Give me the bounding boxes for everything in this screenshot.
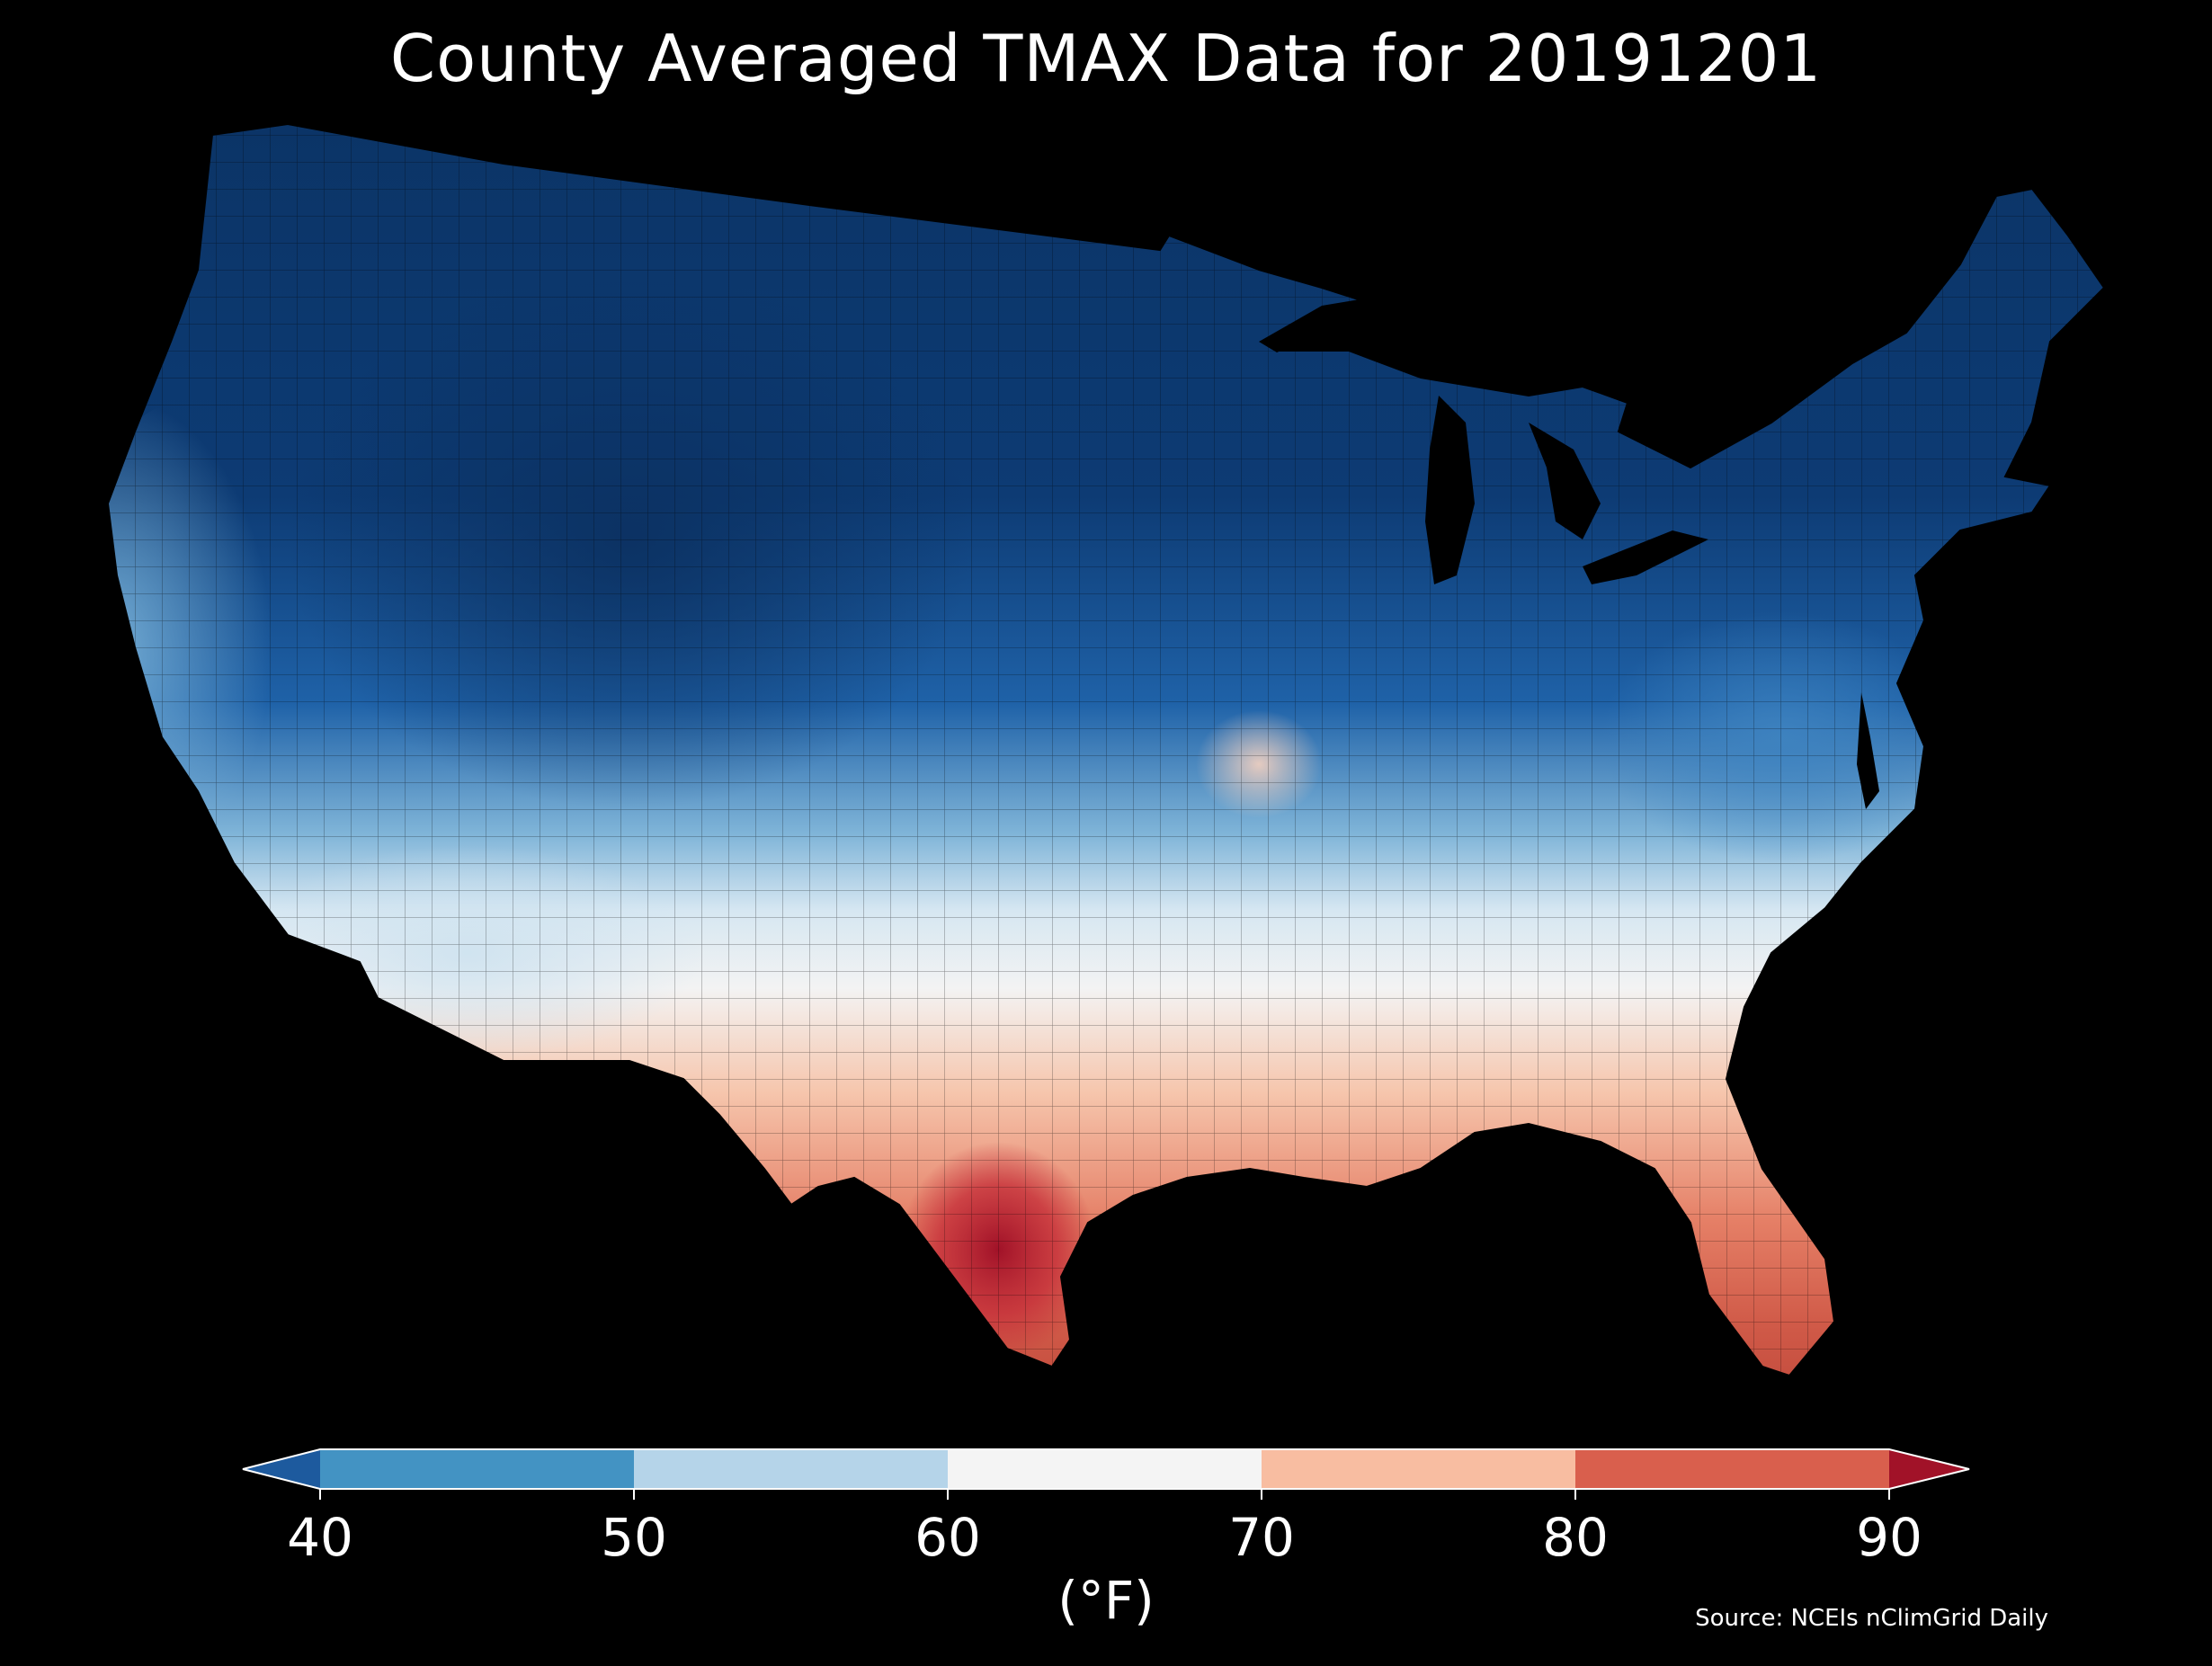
conus-map [106, 122, 2106, 1377]
colorbar-tick-label: 80 [1542, 1507, 1609, 1568]
colorbar-unit-label: (°F) [1057, 1570, 1155, 1631]
colorbar-extend-high [1889, 1449, 1969, 1489]
colorbar-bin [1575, 1449, 1889, 1489]
colorbar-extend-low [243, 1449, 320, 1489]
colorbar [242, 1448, 1970, 1500]
colorbar-tick-label: 60 [914, 1507, 981, 1568]
lake-michigan [1425, 396, 1475, 584]
colorbar-bin [320, 1449, 634, 1489]
lake-huron [1529, 423, 1601, 539]
conus-outline [106, 122, 2106, 1377]
colorbar-bin [1262, 1449, 1575, 1489]
colorbar-tick-label: 40 [287, 1507, 353, 1568]
colorbar-tick-label: 70 [1228, 1507, 1295, 1568]
chesapeake-bay [1857, 692, 1879, 809]
map-title: County Averaged TMAX Data for 20191201 [389, 21, 1823, 96]
colorbar-tick-label: 90 [1856, 1507, 1922, 1568]
county-boundaries [108, 124, 2104, 1376]
source-attribution: Source: NCEIs nClimGrid Daily [1695, 1605, 2048, 1632]
colorbar-bin [634, 1449, 948, 1489]
lake-erie [1583, 530, 1708, 584]
lake-superior [1259, 297, 1376, 352]
colorbar-bin [948, 1449, 1262, 1489]
colorbar-tick-label: 50 [601, 1507, 667, 1568]
